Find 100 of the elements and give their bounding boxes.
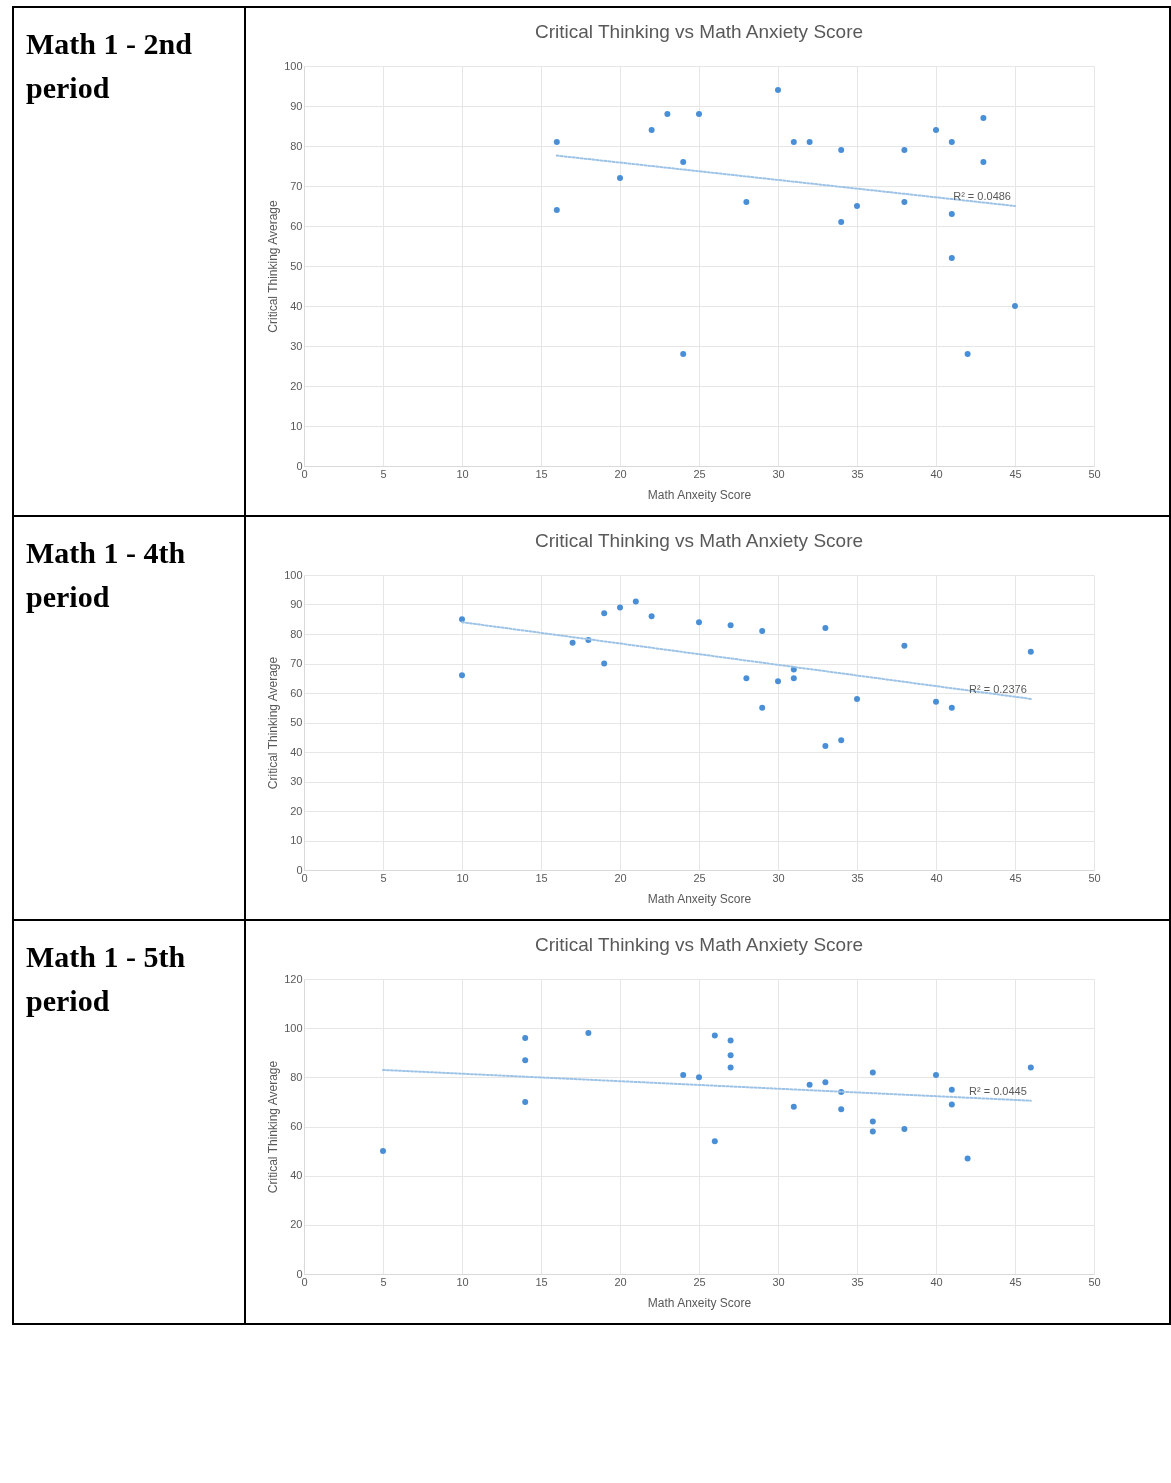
y-tick-label: 100 [284, 1021, 303, 1034]
y-tick-label: 20 [290, 379, 303, 392]
annotation: R² = 0.0445 [969, 1084, 1027, 1097]
x-tick-label: 45 [1009, 871, 1022, 884]
point [854, 203, 860, 209]
point [822, 625, 829, 632]
point [553, 207, 560, 213]
x-tick-label: 15 [535, 871, 548, 884]
x-tick-label: 10 [456, 871, 469, 884]
point [775, 678, 781, 685]
point [696, 619, 702, 626]
point [948, 1101, 955, 1108]
point [1027, 648, 1034, 655]
point [680, 351, 687, 357]
x-tick-label: 45 [1009, 1275, 1022, 1288]
y-tick-label: 10 [290, 834, 303, 846]
point [948, 704, 955, 711]
y-tick-label: 10 [290, 419, 303, 432]
point [933, 698, 939, 705]
y-tick-label: 70 [290, 657, 303, 669]
point [964, 1155, 971, 1162]
point [838, 219, 845, 225]
x-tick-label: 5 [380, 1275, 387, 1288]
x-tick-label: 25 [693, 871, 706, 884]
y-axis-title: Critical Thinking Average [266, 1060, 281, 1194]
y-tick-label: 80 [290, 139, 303, 152]
point [1012, 303, 1018, 309]
x-tick-label: 25 [693, 467, 706, 480]
x-tick-label: 5 [380, 871, 387, 884]
x-axis-title: Math Anxeity Score [647, 487, 752, 502]
point [696, 111, 702, 117]
point [806, 139, 813, 145]
chart-subtitle: Math 1 - 2nd period [13, 7, 245, 516]
y-tick-label: 120 [284, 972, 303, 985]
point [459, 616, 465, 623]
point [632, 598, 639, 605]
point [727, 1052, 734, 1059]
x-tick-label: 30 [772, 871, 785, 884]
point [680, 1071, 687, 1078]
point [696, 1074, 702, 1081]
y-tick-label: 80 [290, 1070, 303, 1083]
x-tick-label: 15 [535, 1275, 548, 1288]
x-tick-label: 35 [851, 1275, 864, 1288]
point [980, 115, 987, 121]
point [1027, 1064, 1034, 1071]
point [822, 743, 829, 750]
x-tick-label: 40 [930, 467, 943, 480]
y-tick-label: 90 [290, 598, 303, 610]
point [727, 622, 734, 629]
point [601, 610, 608, 617]
point [964, 351, 971, 357]
chart-subtitle: Math 1 - 4th period [13, 516, 245, 920]
y-tick-label: 20 [290, 804, 303, 817]
y-axis-title: Critical Thinking Average [266, 656, 281, 790]
chart-title: Critical Thinking vs Math Anxiety Score [534, 21, 864, 42]
point [775, 87, 781, 93]
x-tick-label: 30 [772, 1275, 785, 1288]
y-tick-label: 80 [290, 627, 303, 640]
point [759, 628, 766, 635]
y-tick-label: 30 [290, 775, 303, 787]
point [901, 642, 908, 649]
x-tick-label: 50 [1088, 1275, 1101, 1288]
y-tick-label: 0 [296, 863, 303, 876]
point [759, 704, 766, 711]
y-tick-label: 30 [290, 339, 303, 352]
point [617, 175, 623, 181]
point [648, 613, 655, 620]
point [980, 159, 987, 165]
y-tick-label: 40 [290, 299, 303, 312]
y-tick-label: 60 [290, 1120, 303, 1132]
y-tick-label: 40 [290, 1169, 303, 1182]
y-tick-label: 70 [290, 179, 303, 192]
y-tick-label: 60 [290, 219, 303, 232]
point [522, 1098, 529, 1105]
point [790, 675, 797, 682]
point [854, 695, 860, 702]
y-tick-label: 90 [290, 99, 303, 112]
x-tick-label: 20 [614, 1275, 627, 1288]
y-tick-label: 100 [284, 568, 303, 581]
point [901, 147, 908, 153]
point [838, 147, 845, 153]
x-tick-label: 40 [930, 1275, 943, 1288]
point [901, 199, 908, 205]
x-tick-label: 20 [614, 467, 627, 480]
x-axis-title: Math Anxeity Score [647, 891, 752, 906]
point [790, 139, 797, 145]
point [806, 1081, 813, 1088]
point [569, 639, 576, 646]
point [869, 1128, 876, 1135]
point [948, 211, 955, 217]
point [711, 1138, 718, 1145]
chart-title: Critical Thinking vs Math Anxiety Score [534, 530, 864, 551]
point [743, 675, 750, 682]
point [727, 1064, 734, 1071]
y-tick-label: 0 [296, 1267, 303, 1280]
x-tick-label: 50 [1088, 467, 1101, 480]
point [933, 127, 939, 133]
point [680, 159, 687, 165]
y-tick-label: 0 [296, 459, 303, 472]
point [838, 737, 845, 744]
